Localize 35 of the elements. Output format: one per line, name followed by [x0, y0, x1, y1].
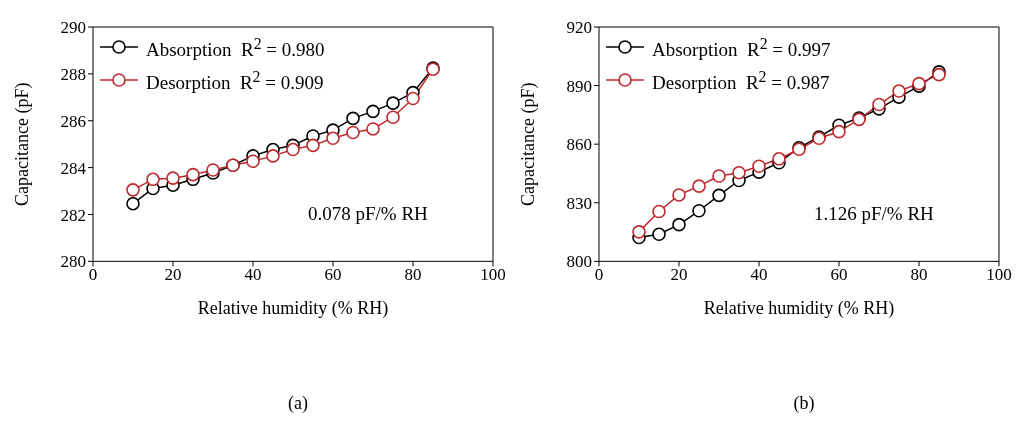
annotation: 1.126 pF/% RH [814, 203, 934, 225]
x-axis-title: Relative humidity (% RH) [703, 298, 895, 320]
x-tick-label: 100 [480, 265, 506, 285]
legend-label: Absorption R$^{2}$ = 0.980 [146, 34, 325, 63]
x-tick-label: 60 [830, 265, 848, 285]
legend-label: Desorption R$^{2}$ = 0.987 [652, 67, 830, 96]
y-tick-label: 290 [60, 18, 86, 38]
y-tick-label: 830 [566, 193, 592, 213]
x-tick-label: 20 [670, 265, 688, 285]
x-tick-label: 80 [910, 265, 928, 285]
annotation: 0.078 pF/% RH [308, 203, 428, 225]
x-tick-label: 100 [986, 265, 1012, 285]
y-tick-label: 920 [566, 18, 592, 38]
y-axis-title: Capacitance (pF) [518, 82, 540, 206]
legend-label: Absorption R$^{2}$ = 0.997 [652, 34, 831, 63]
y-tick-label: 860 [566, 135, 592, 155]
text: (a) [287, 393, 309, 414]
x-tick-label: 60 [324, 265, 342, 285]
x-tick-label: 0 [88, 265, 98, 285]
legend-label: Desorption R$^{2}$ = 0.909 [146, 67, 324, 96]
x-tick-label: 40 [750, 265, 768, 285]
x-tick-label: 40 [244, 265, 262, 285]
y-axis-title: Capacitance (pF) [12, 82, 34, 206]
x-tick-label: 20 [164, 265, 182, 285]
y-tick-label: 800 [566, 252, 592, 272]
y-tick-label: 288 [60, 64, 86, 84]
x-tick-label: 0 [594, 265, 604, 285]
y-tick-label: 284 [60, 158, 87, 178]
x-axis-title: Relative humidity (% RH) [197, 298, 389, 320]
x-tick-label: 80 [404, 265, 422, 285]
y-tick-label: 280 [60, 252, 86, 272]
y-tick-label: 286 [60, 111, 86, 131]
text: (b) [792, 393, 816, 414]
y-tick-label: 282 [60, 205, 86, 225]
y-tick-label: 890 [566, 76, 592, 96]
